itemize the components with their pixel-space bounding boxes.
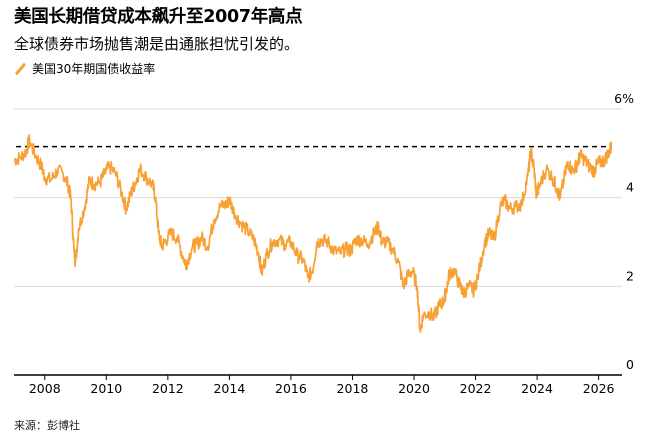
source-note: 来源：彭博社 [14, 419, 80, 432]
y-tick-label: 0 [626, 357, 634, 372]
x-tick-label: 2026 [583, 381, 615, 396]
y-tick-label: 2 [626, 268, 634, 283]
x-tick-label: 2014 [213, 381, 245, 396]
x-tick-label: 2008 [29, 381, 61, 396]
x-tick-label: 2018 [337, 381, 369, 396]
series-line-0 [13, 133, 613, 333]
x-tick-label: 2012 [152, 381, 184, 396]
x-tick-label: 2020 [398, 381, 430, 396]
x-tick-label: 2016 [275, 381, 307, 396]
y-tick-label: 6% [614, 91, 634, 106]
x-tick-label: 2024 [521, 381, 553, 396]
chart-title: 美国长期借贷成本飙升至2007年高点 [14, 7, 303, 27]
y-tick-label: 4 [626, 180, 634, 195]
legend: 美国30年期国债收益率 [14, 60, 155, 77]
chart-subtitle: 全球债券市场抛售潮是由通胀担忧引发的。 [14, 35, 300, 53]
x-tick-label: 2022 [460, 381, 492, 396]
legend-label: 美国30年期国债收益率 [32, 62, 156, 76]
x-tick-label: 2010 [90, 381, 122, 396]
